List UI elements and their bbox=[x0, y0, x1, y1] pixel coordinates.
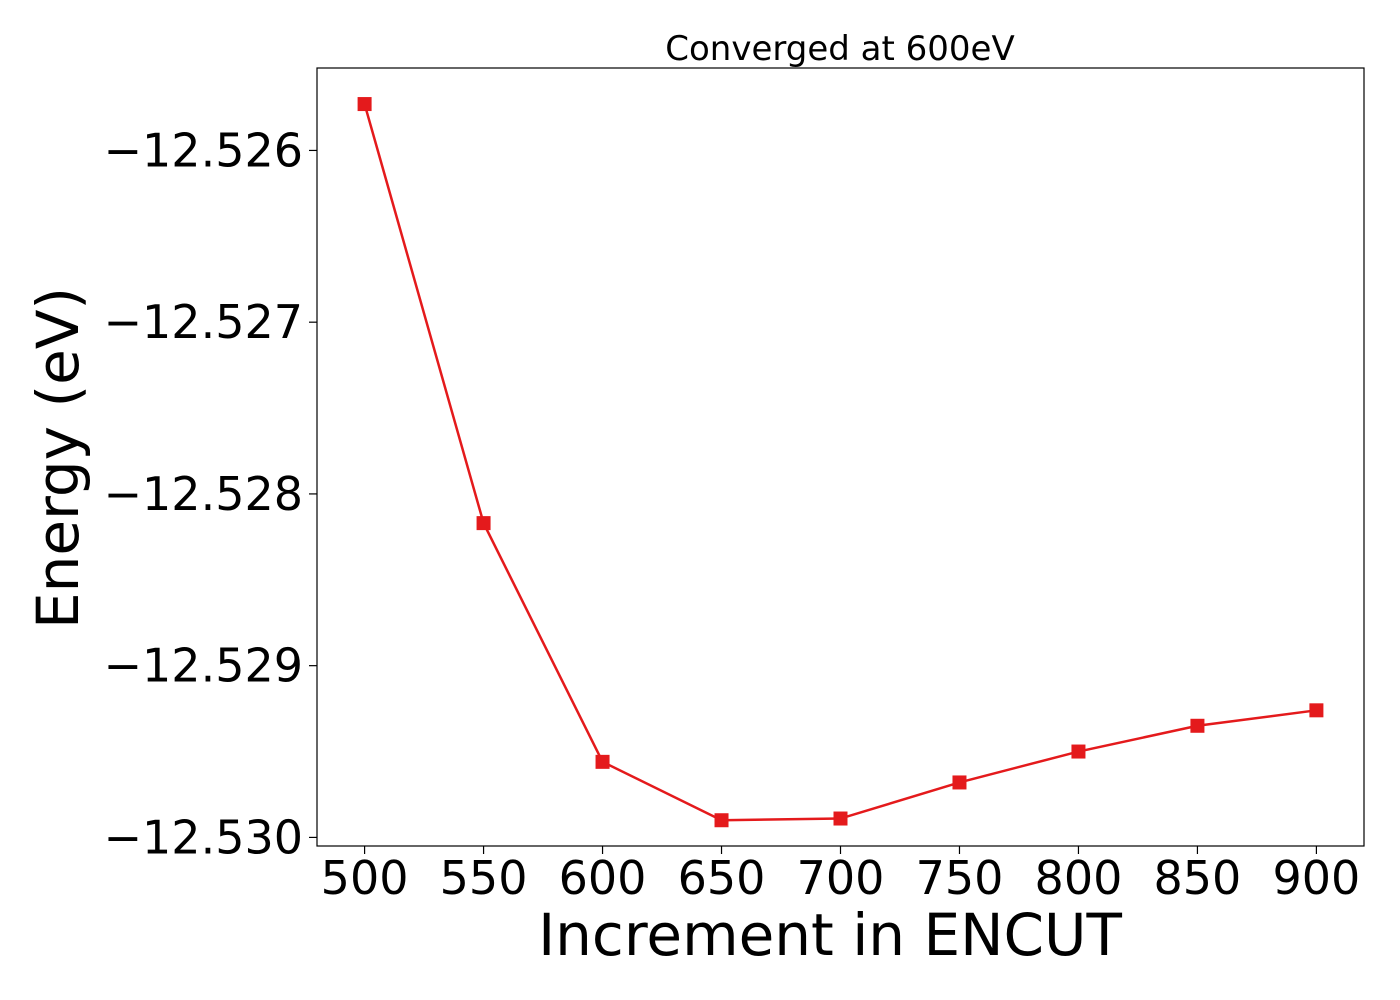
x-tick-label: 850 bbox=[1154, 851, 1242, 905]
x-tick-label: 900 bbox=[1273, 851, 1361, 905]
x-tick-label: 500 bbox=[321, 851, 409, 905]
data-point-marker bbox=[1309, 703, 1324, 718]
x-tick-label: 600 bbox=[559, 851, 647, 905]
data-point-marker bbox=[1190, 718, 1205, 733]
x-tick-label: 700 bbox=[797, 851, 885, 905]
data-point-marker bbox=[1071, 744, 1086, 759]
series-line bbox=[363, 103, 1317, 822]
data-point-marker bbox=[952, 775, 967, 790]
plot-frame bbox=[316, 67, 1365, 847]
x-tick-label: 750 bbox=[916, 851, 1004, 905]
data-point-marker bbox=[476, 516, 491, 531]
x-axis-ticks: 500 550 600 650 700 750 800 850 900 bbox=[321, 846, 1361, 905]
data-point-marker bbox=[595, 754, 610, 769]
y-tick-label: −12.528 bbox=[104, 467, 304, 521]
x-tick-label: 800 bbox=[1035, 851, 1123, 905]
series-markers bbox=[357, 97, 1324, 828]
x-axis-label: Increment in ENCUT bbox=[538, 901, 1122, 969]
y-axis-ticks: −12.526 −12.527 −12.528 −12.529 −12.530 bbox=[104, 123, 317, 864]
y-tick-label: −12.526 bbox=[104, 123, 304, 177]
chart-title: Converged at 600eV bbox=[665, 29, 1014, 69]
x-tick-label: 650 bbox=[678, 851, 766, 905]
x-tick-label: 550 bbox=[440, 851, 528, 905]
data-point-marker bbox=[833, 811, 848, 826]
data-point-marker bbox=[357, 97, 372, 112]
data-point-marker bbox=[714, 813, 729, 828]
y-tick-label: −12.530 bbox=[104, 810, 304, 864]
y-tick-label: −12.529 bbox=[104, 639, 304, 693]
y-axis-label: Energy (eV) bbox=[24, 287, 92, 629]
y-tick-label: −12.527 bbox=[104, 295, 304, 349]
